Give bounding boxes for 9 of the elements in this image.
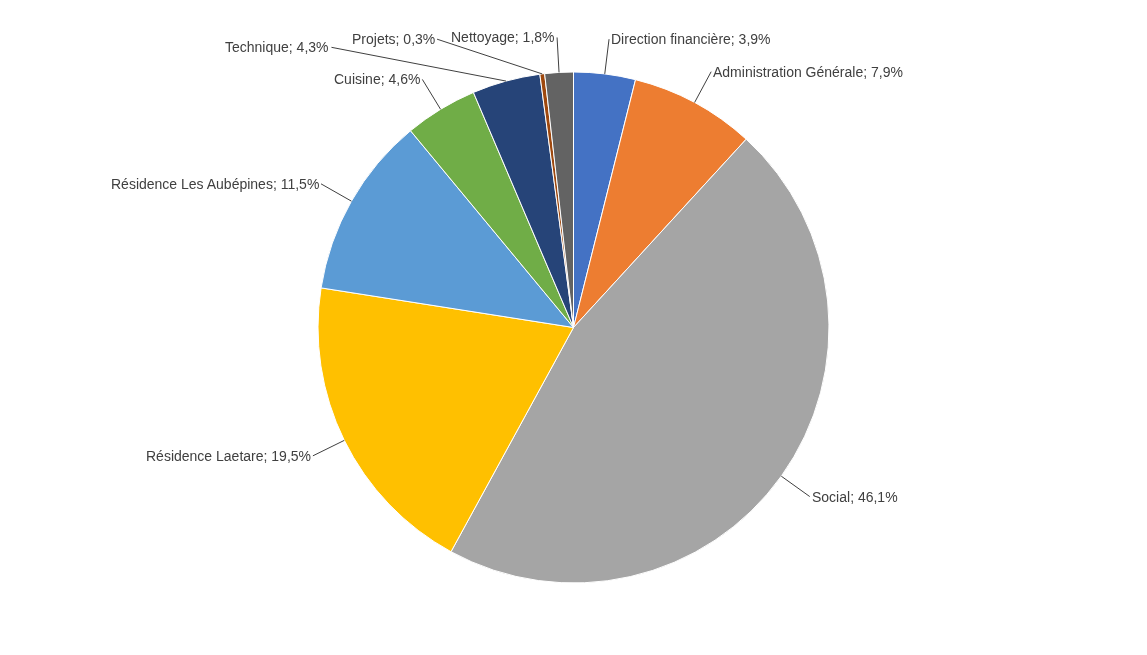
slice-label: Technique; 4,3%: [225, 39, 329, 55]
slice-label: Cuisine; 4,6%: [334, 71, 421, 87]
slice-label: Résidence Laetare; 19,5%: [146, 448, 311, 464]
slice-label: Administration Générale; 7,9%: [713, 64, 903, 80]
slice-label: Résidence Les Aubépines; 11,5%: [111, 176, 320, 192]
slice-label: Direction financière; 3,9%: [611, 31, 771, 47]
slice-label: Projets; 0,3%: [352, 31, 436, 47]
slice-label: Social; 46,1%: [812, 489, 898, 505]
slice-label: Nettoyage; 1,8%: [451, 29, 555, 45]
